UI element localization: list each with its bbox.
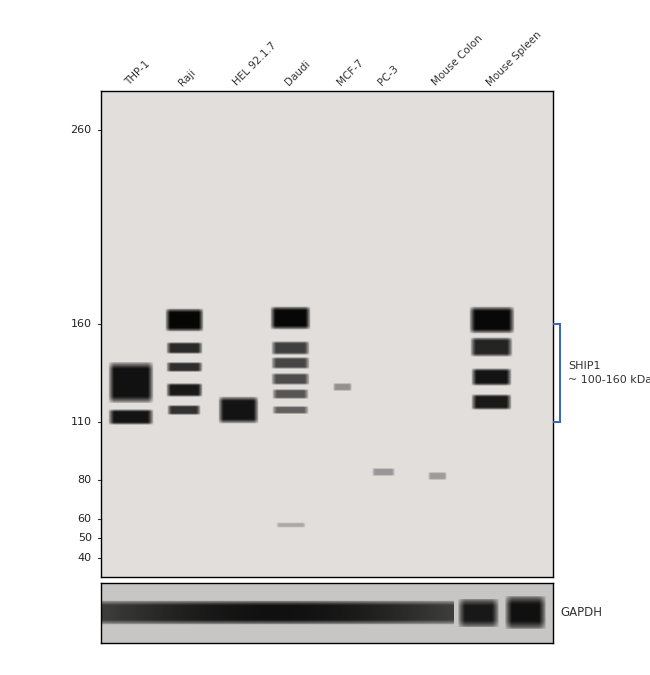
Text: SHIP1
~ 100-160 kDa: SHIP1 ~ 100-160 kDa [568, 361, 650, 385]
Text: GAPDH: GAPDH [560, 606, 603, 620]
Text: 110: 110 [71, 416, 92, 427]
Text: 260: 260 [71, 125, 92, 135]
Text: 40: 40 [77, 553, 92, 563]
Text: Mouse Spleen: Mouse Spleen [484, 29, 543, 88]
Text: Daudi: Daudi [283, 59, 312, 88]
Text: 60: 60 [78, 514, 92, 524]
Text: Raji: Raji [177, 67, 198, 88]
Text: HEL 92.1.7: HEL 92.1.7 [231, 40, 278, 88]
Text: Mouse Colon: Mouse Colon [430, 34, 484, 88]
Text: PC-3: PC-3 [376, 63, 400, 88]
Text: THP-1: THP-1 [123, 59, 151, 88]
Text: 160: 160 [71, 319, 92, 329]
Text: MCF-7: MCF-7 [335, 57, 365, 88]
Text: 80: 80 [77, 475, 92, 485]
Text: 50: 50 [78, 533, 92, 543]
